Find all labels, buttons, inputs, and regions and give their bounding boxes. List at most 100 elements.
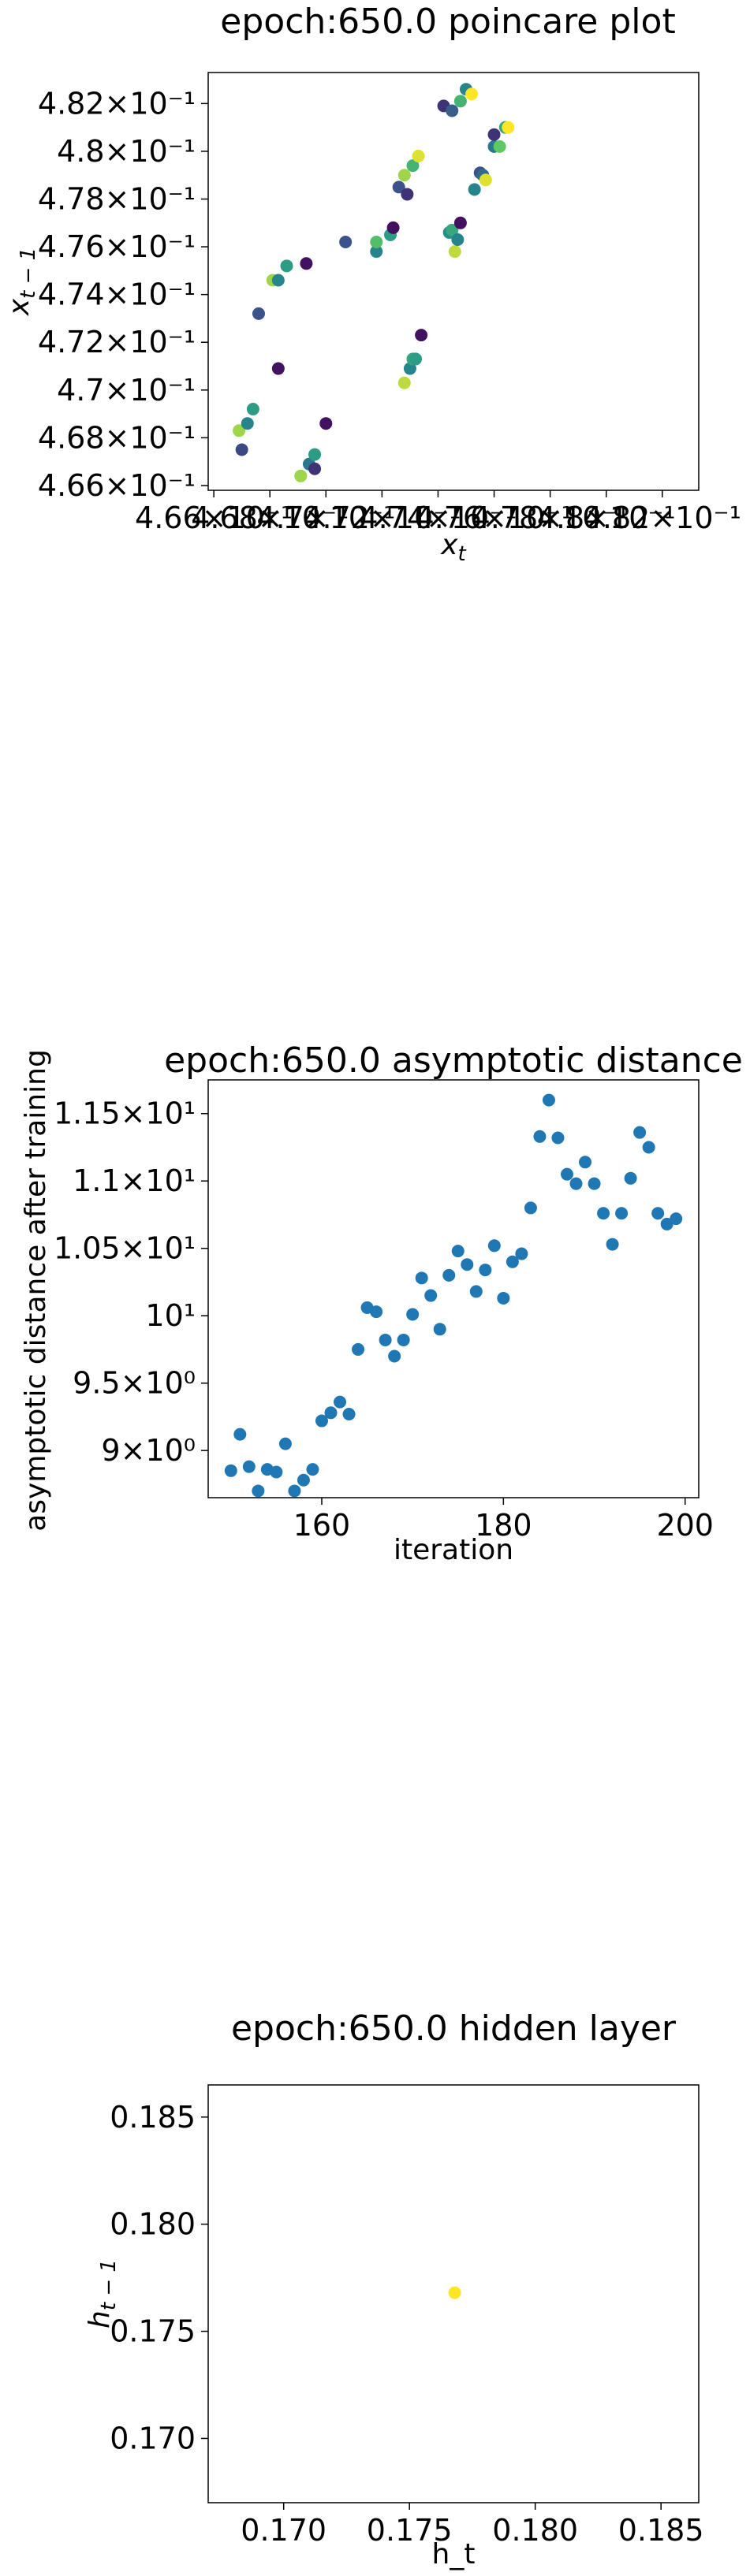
data-point — [497, 1291, 510, 1305]
hidden-layer-plot: epoch:650.0 hidden layer 0.170 0.175 0.180… — [84, 2008, 704, 2570]
x-tick-label: 200 — [656, 1508, 714, 1543]
data-point — [469, 1285, 483, 1298]
hidden-layer-points — [448, 2286, 461, 2299]
data-point — [615, 1207, 629, 1220]
data-point — [278, 1437, 292, 1450]
data-point — [370, 245, 383, 259]
x-tick-label: 4.74×10⁻¹ — [359, 501, 517, 535]
data-point — [670, 1212, 683, 1226]
data-point — [560, 1167, 573, 1181]
y-tick-label: 0.185 — [110, 2100, 196, 2135]
poincare-y-ticks: 4.66×10⁻¹ 4.68×10⁻¹ 4.7×10⁻¹ 4.72×10⁻¹ 4.74×… — [38, 86, 208, 503]
data-point — [224, 1464, 237, 1477]
x-tick-label: 4.8×10⁻¹ — [537, 501, 676, 535]
data-point — [308, 448, 322, 461]
data-point — [288, 1484, 301, 1498]
hidden-layer-axes-frame — [207, 2084, 700, 2503]
data-point — [660, 1217, 674, 1230]
data-point — [542, 1093, 555, 1107]
data-point — [624, 1171, 637, 1185]
data-point — [606, 1238, 619, 1251]
data-point — [588, 1177, 601, 1190]
data-point — [300, 257, 313, 270]
data-point — [233, 424, 246, 437]
data-point — [370, 236, 383, 249]
data-point — [406, 159, 420, 173]
data-point — [406, 1308, 420, 1321]
asymptotic-x-ticks: 160 180 200 — [293, 1498, 714, 1543]
data-point — [397, 1333, 410, 1346]
data-point — [506, 1255, 519, 1268]
asymptotic-points — [224, 1093, 683, 1498]
data-point — [392, 181, 405, 194]
data-point — [597, 1207, 610, 1220]
hidden-layer-y-axis-label: ht − 1 — [84, 2259, 121, 2328]
y-tick-label: 4.8×10⁻¹ — [57, 134, 196, 169]
data-point — [487, 128, 501, 141]
y-tick-label: 4.76×10⁻¹ — [38, 229, 196, 264]
data-point — [479, 173, 492, 187]
data-point — [479, 1264, 492, 1277]
data-point — [409, 352, 423, 366]
data-point — [308, 462, 322, 475]
asymptotic-distance-axes-frame — [207, 1079, 700, 1498]
asymptotic-x-axis-label: iteration — [394, 1534, 513, 1566]
hidden-layer-y-ticks: 0.170 0.175 0.180 0.185 — [110, 2100, 208, 2455]
data-point — [415, 329, 428, 342]
asymptotic-distance-title: epoch:650.0 asymptotic distance — [164, 1040, 743, 1081]
data-point — [433, 1323, 446, 1336]
data-point — [633, 1126, 647, 1139]
data-point — [651, 1207, 665, 1220]
data-point — [524, 1201, 537, 1215]
poincare-plot-axes-frame — [207, 72, 700, 491]
data-point — [487, 1239, 501, 1253]
data-point — [252, 307, 265, 320]
y-tick-label: 4.66×10⁻¹ — [38, 468, 196, 503]
data-point — [241, 417, 254, 430]
x-tick-label: 4.76×10⁻¹ — [415, 501, 573, 535]
hidden-layer-x-ticks: 0.170 0.175 0.180 0.185 — [241, 2503, 704, 2548]
x-tick-label: 160 — [293, 1508, 351, 1543]
data-point — [446, 223, 459, 236]
data-point — [271, 362, 285, 375]
data-point — [569, 1177, 583, 1190]
y-tick-label: 0.170 — [110, 2421, 196, 2455]
poincare-plot-title: epoch:650.0 poincare plot — [220, 2, 675, 42]
y-tick-label: 4.72×10⁻¹ — [38, 325, 196, 359]
data-point — [246, 403, 259, 416]
x-tick-label: 0.185 — [618, 2513, 704, 2548]
y-tick-label: 10¹ — [145, 1298, 196, 1333]
y-tick-label: 4.7×10⁻¹ — [57, 373, 196, 408]
data-point — [370, 1305, 383, 1319]
data-point — [319, 417, 333, 430]
x-tick-label: 4.68×10⁻¹ — [191, 501, 349, 535]
x-tick-label: 0.170 — [241, 2513, 326, 2548]
y-tick-label: 1.15×10¹ — [54, 1096, 196, 1131]
y-tick-label: 9×10⁰ — [101, 1433, 196, 1468]
data-point — [642, 1141, 655, 1154]
data-point — [403, 362, 416, 375]
y-tick-label: 4.68×10⁻¹ — [38, 420, 196, 455]
data-point — [297, 1473, 310, 1487]
data-point — [446, 104, 459, 117]
hidden-layer-title: epoch:650.0 hidden layer — [231, 2008, 677, 2049]
data-point — [280, 259, 293, 273]
hidden-layer-x-axis-label: h_t — [432, 2538, 476, 2570]
y-tick-label: 0.175 — [110, 2314, 196, 2349]
y-tick-label: 1.05×10¹ — [54, 1231, 196, 1266]
x-tick-label: 4.78×10⁻¹ — [472, 501, 629, 535]
data-point — [242, 1460, 256, 1473]
data-point — [442, 1268, 456, 1282]
data-point — [233, 1428, 247, 1441]
asymptotic-y-ticks: 9×10⁰ 9.5×10⁰ 10¹ 1.05×10¹ 1.1×10¹ 1.15×10¹ — [54, 1096, 208, 1468]
data-point — [315, 1414, 328, 1428]
x-tick-label: 4.72×10⁻¹ — [303, 501, 461, 535]
data-point — [401, 188, 414, 201]
data-point — [461, 1258, 474, 1271]
poincare-plot: epoch:650.0 poincare plot 4.66×10⁻¹4.68×… — [3, 2, 741, 566]
data-point — [515, 1247, 528, 1260]
x-tick-label: 4.82×10⁻¹ — [584, 501, 741, 535]
data-point — [468, 183, 481, 196]
data-point — [424, 1289, 438, 1302]
